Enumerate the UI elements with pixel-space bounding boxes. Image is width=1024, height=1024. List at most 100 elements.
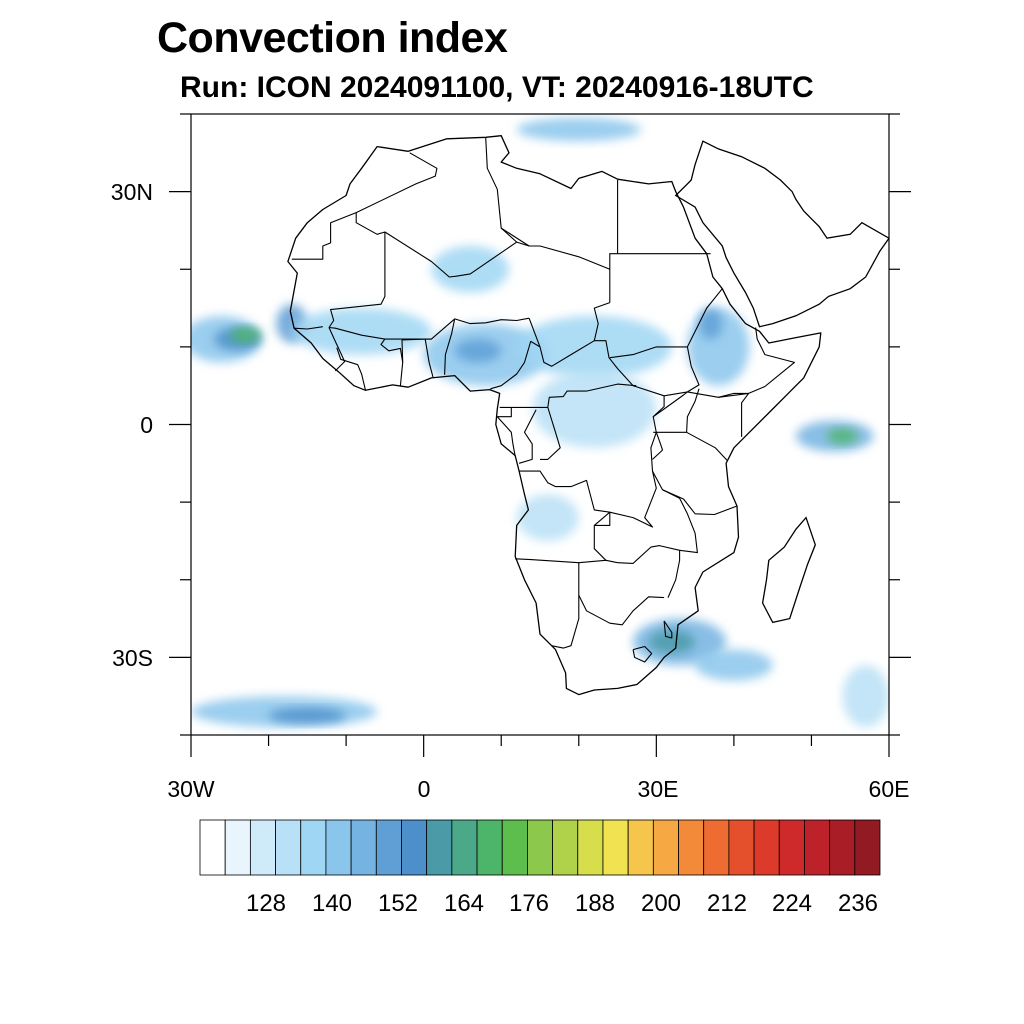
field-blob-ethiopia-core (698, 308, 723, 340)
field-blob-southern-band-east (695, 649, 773, 681)
field-blob-sahel-west (291, 308, 432, 355)
colorbar-box-21 (728, 819, 755, 876)
colorbar-box-4 (300, 819, 327, 876)
country-border-13 (294, 326, 323, 330)
country-border-23 (496, 407, 516, 457)
colorbar-box-11 (476, 819, 503, 876)
country-border-8 (328, 317, 530, 340)
field-blob-mediterranean (516, 117, 641, 142)
country-border-38 (663, 620, 673, 639)
y-tick-label-30n: 30N (111, 179, 153, 205)
colorbar-box-7 (375, 819, 402, 876)
field-blob-niger-north (431, 245, 509, 293)
country-border-26 (519, 470, 611, 561)
colorbar-box-6 (350, 819, 377, 876)
field-blob-far-southeast (842, 665, 889, 728)
country-border-34 (653, 431, 729, 462)
colorbar-box-18 (652, 819, 679, 876)
field-blob-nigeria-core (454, 339, 502, 363)
map-plot-area (190, 113, 890, 736)
colorbar: 128 140 152 164 176 188 200 212 224 236 (199, 819, 881, 917)
country-border-4 (485, 137, 518, 243)
colorbar-box-5 (325, 819, 352, 876)
field-blob-angola (516, 494, 579, 541)
country-border-1 (328, 212, 386, 328)
country-border-29 (578, 595, 665, 626)
country-border-36 (652, 391, 688, 418)
country-border-40 (401, 338, 432, 341)
map-subtitle: Run: ICON 2024091100, VT: 20240916-18UTC (180, 71, 814, 104)
colorbar-box-26 (854, 819, 881, 876)
colorbar-box-23 (778, 819, 805, 876)
country-border-12 (336, 347, 367, 391)
country-border-30 (617, 545, 681, 598)
country-border-35 (652, 432, 664, 460)
y-axis-labels: 30N 0 30S (111, 179, 153, 671)
colorbar-box-10 (451, 819, 478, 876)
colorbar-box-16 (602, 819, 629, 876)
country-borders-layer (291, 137, 795, 663)
convection-field-layer (191, 117, 889, 728)
colorbar-label-164: 164 (444, 890, 484, 917)
colorbar-box-25 (829, 819, 856, 876)
map-title: Convection index (157, 14, 508, 62)
colorbar-label-224: 224 (772, 890, 812, 917)
country-border-28 (551, 562, 580, 649)
country-border-5 (500, 227, 611, 303)
country-border-18 (609, 346, 700, 397)
country-border-2 (355, 152, 438, 214)
country-border-19 (686, 288, 723, 348)
colorbar-label-236: 236 (838, 890, 878, 917)
y-tick-label-0: 0 (140, 412, 153, 438)
x-tick-label-60e: 60E (869, 776, 910, 802)
colorbar-box-3 (275, 819, 302, 876)
country-border-9 (444, 318, 456, 375)
colorbar-box-0 (199, 819, 226, 876)
colorbar-label-128: 128 (246, 890, 286, 917)
colorbar-box-20 (703, 819, 730, 876)
country-border-41 (380, 338, 404, 363)
colorbar-label-188: 188 (575, 890, 615, 917)
country-border-24 (518, 409, 537, 464)
colorbar-label-176: 176 (509, 890, 549, 917)
country-border-20 (687, 391, 750, 437)
colorbar-box-1 (224, 819, 251, 876)
country-border-0 (291, 212, 357, 260)
x-tick-label-0: 0 (418, 776, 431, 802)
country-border-25 (540, 407, 561, 460)
colorbar-box-9 (426, 819, 453, 876)
country-border-37 (686, 388, 700, 433)
country-border-22 (499, 383, 637, 408)
x-tick-label-30w: 30W (167, 776, 215, 802)
colorbar-box-12 (501, 819, 528, 876)
arabia-coastline (674, 140, 889, 328)
y-tick-label-30s: 30S (112, 645, 153, 671)
x-axis-labels: 30W 0 30E 60E (167, 776, 909, 802)
country-border-17 (593, 302, 610, 341)
country-border-16 (539, 340, 665, 397)
x-tick-label-30e: 30E (638, 776, 679, 802)
colorbar-label-200: 200 (641, 890, 681, 917)
field-blob-south-atlantic-core (268, 707, 347, 724)
country-border-10 (424, 339, 434, 378)
madagascar-coastline (761, 516, 816, 624)
colorbar-boxes (199, 819, 881, 876)
colorbar-box-8 (401, 819, 428, 876)
field-blob-southern-band-core (648, 630, 696, 654)
colorbar-box-14 (552, 819, 579, 876)
colorbar-box-24 (804, 819, 831, 876)
colorbar-label-212: 212 (707, 890, 747, 917)
colorbar-box-19 (678, 819, 705, 876)
field-blob-chad-sudan (516, 315, 672, 378)
colorbar-box-13 (527, 819, 553, 876)
country-border-39 (632, 645, 653, 663)
country-border-14 (328, 327, 346, 372)
field-blob-atlantic-hot (229, 327, 261, 343)
colorbar-label-140: 140 (312, 890, 352, 917)
colorbar-labels: 128 140 152 164 176 188 200 212 224 236 (246, 890, 878, 917)
field-blob-congo (532, 370, 657, 448)
country-border-21 (718, 327, 795, 398)
colorbar-box-22 (753, 819, 780, 876)
country-border-33 (662, 489, 738, 516)
